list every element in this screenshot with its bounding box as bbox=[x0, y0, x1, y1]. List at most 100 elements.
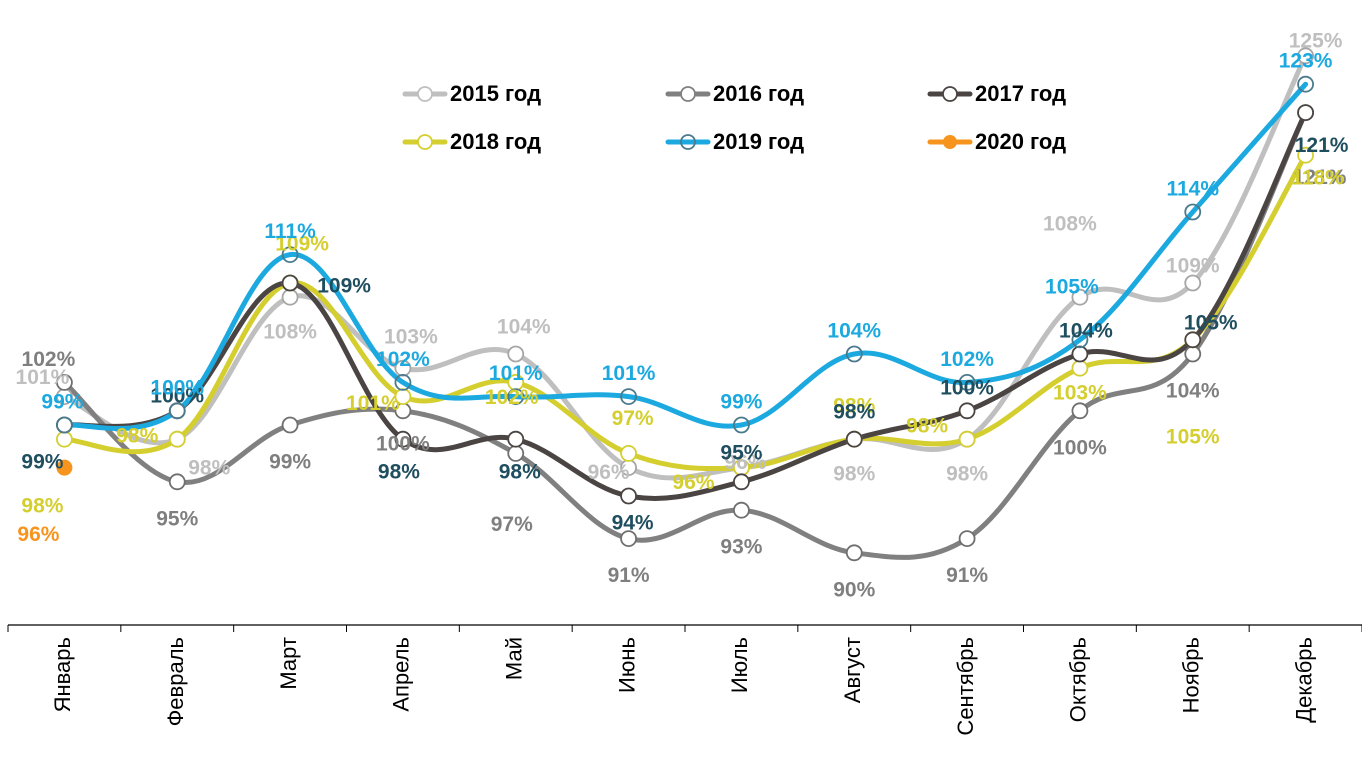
legend-label: 2015 год bbox=[450, 81, 541, 106]
data-point bbox=[394, 373, 412, 391]
data-label: 91% bbox=[608, 564, 650, 587]
data-label: 123% bbox=[1279, 50, 1333, 73]
data-point bbox=[507, 388, 525, 406]
series-line-2018 bbox=[61, 152, 1309, 472]
x-tick-label: Сентябрь bbox=[953, 637, 978, 736]
legend-label: 2020 год bbox=[975, 129, 1066, 154]
data-point bbox=[1071, 331, 1089, 349]
x-axis: Январь Февраль Март Апрель Май Июнь Июль Август… bbox=[7, 624, 1362, 736]
x-tick-label: Июль bbox=[727, 637, 752, 693]
data-label: 91% bbox=[946, 564, 988, 587]
data-point bbox=[507, 430, 525, 448]
data-point bbox=[1297, 75, 1314, 93]
data-label: 125% bbox=[1289, 29, 1343, 52]
series-markers bbox=[56, 47, 1314, 562]
legend-marker bbox=[417, 86, 433, 102]
data-point bbox=[1184, 345, 1202, 363]
data-point bbox=[845, 544, 863, 562]
data-label: 100% bbox=[940, 376, 994, 399]
data-point bbox=[394, 430, 412, 448]
data-point bbox=[1184, 203, 1202, 221]
data-point bbox=[168, 430, 186, 448]
x-tick-label: Март bbox=[276, 637, 301, 690]
data-label: 98% bbox=[906, 415, 948, 438]
legend-item: 2016 год bbox=[665, 81, 804, 106]
data-label: 105% bbox=[1184, 311, 1238, 334]
data-label: 121% bbox=[1293, 166, 1347, 189]
data-label: 97% bbox=[612, 407, 654, 430]
x-tick-label: Февраль bbox=[163, 637, 188, 726]
data-label: 98% bbox=[116, 425, 158, 448]
data-label: 105% bbox=[1045, 275, 1099, 298]
data-point bbox=[281, 288, 299, 306]
x-tick-label: Декабрь bbox=[1291, 637, 1316, 723]
data-point bbox=[1297, 104, 1314, 121]
data-label: 101% bbox=[346, 392, 400, 415]
data-point bbox=[733, 416, 750, 434]
data-point bbox=[56, 416, 73, 434]
data-point bbox=[958, 402, 976, 420]
data-point bbox=[281, 274, 299, 292]
data-label: 114% bbox=[1166, 178, 1219, 201]
data-point bbox=[845, 430, 863, 448]
legend-item: 2018 год bbox=[402, 129, 541, 154]
data-point bbox=[733, 501, 750, 519]
data-point bbox=[507, 444, 525, 462]
data-label: 104% bbox=[1166, 380, 1220, 403]
data-label: 121% bbox=[1295, 134, 1349, 157]
data-point bbox=[1071, 345, 1089, 363]
data-point bbox=[620, 444, 637, 462]
data-point bbox=[1297, 146, 1314, 164]
data-label: 98% bbox=[188, 457, 230, 480]
legend-item: 2017 год bbox=[927, 81, 1066, 106]
data-point bbox=[1184, 331, 1202, 349]
data-label: 104% bbox=[1059, 320, 1113, 343]
data-label: 96% bbox=[588, 461, 630, 484]
data-label: 109% bbox=[1166, 255, 1220, 278]
data-label: 95% bbox=[720, 441, 762, 464]
data-label: 98% bbox=[833, 463, 875, 486]
data-point bbox=[845, 345, 863, 363]
data-label: 98% bbox=[833, 395, 875, 418]
data-label: 102% bbox=[376, 348, 430, 371]
data-point bbox=[168, 402, 186, 420]
data-point bbox=[1071, 288, 1089, 306]
data-label: 103% bbox=[1053, 382, 1107, 405]
legend-label: 2019 год bbox=[713, 129, 804, 154]
data-label: 102% bbox=[485, 386, 539, 409]
data-label: 105% bbox=[1166, 425, 1220, 448]
data-point bbox=[56, 373, 73, 391]
legend-label: 2018 год bbox=[450, 129, 541, 154]
data-label: 99% bbox=[21, 451, 63, 474]
legend-marker bbox=[942, 86, 958, 102]
x-tick-label: Апрель bbox=[389, 637, 414, 712]
data-label: 98% bbox=[946, 463, 988, 486]
data-point bbox=[507, 345, 525, 363]
data-label: 99% bbox=[41, 391, 83, 414]
legend-item: 2020 год bbox=[927, 129, 1066, 154]
data-labels: 101%98%108% 103% 104%96% 96%98% 98%108%109%1… bbox=[16, 29, 1349, 601]
legend-item: 2015 год bbox=[402, 81, 541, 106]
data-label: 109% bbox=[317, 275, 371, 298]
x-tick-label: Октябрь bbox=[1066, 637, 1091, 722]
series-line-2016 bbox=[61, 110, 1309, 560]
legend-label: 2016 год bbox=[713, 81, 804, 106]
data-point bbox=[733, 473, 750, 491]
data-label: 104% bbox=[827, 320, 881, 343]
legend-item: 2019 год bbox=[665, 129, 804, 154]
data-label: 100% bbox=[150, 384, 204, 407]
data-label: 101% bbox=[16, 366, 70, 389]
data-label: 101% bbox=[489, 362, 543, 385]
data-label: 100% bbox=[376, 432, 430, 455]
data-point bbox=[958, 430, 976, 448]
legend-label: 2017 год bbox=[975, 81, 1066, 106]
data-label: 104% bbox=[497, 316, 551, 339]
data-point bbox=[1071, 359, 1089, 377]
legend-marker bbox=[417, 134, 433, 150]
data-label: 95% bbox=[156, 507, 198, 530]
data-label: 96% bbox=[672, 471, 714, 494]
data-label: 96% bbox=[724, 451, 766, 474]
x-tick-label: Май bbox=[502, 637, 527, 680]
data-label: 111% bbox=[264, 220, 316, 243]
data-point bbox=[958, 373, 976, 391]
